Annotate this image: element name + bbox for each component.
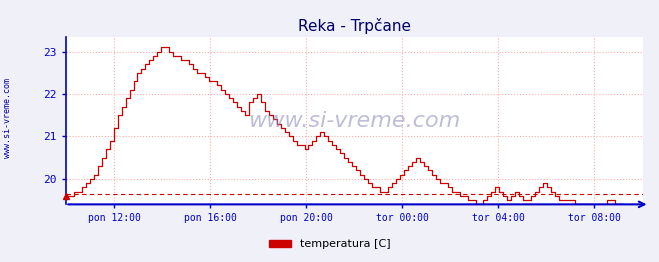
Title: Reka - Trpčane: Reka - Trpčane [298,18,411,34]
Text: www.si-vreme.com: www.si-vreme.com [3,78,13,158]
Text: www.si-vreme.com: www.si-vreme.com [248,111,461,130]
Legend: temperatura [C]: temperatura [C] [264,235,395,254]
